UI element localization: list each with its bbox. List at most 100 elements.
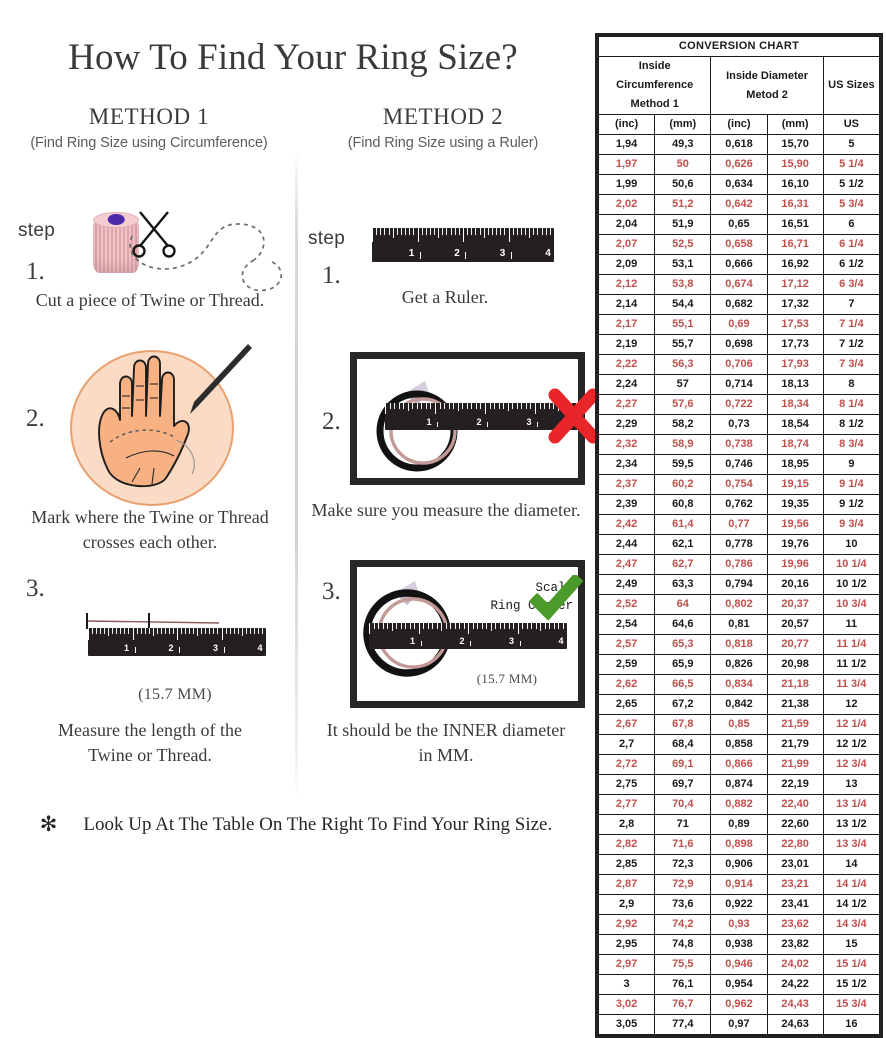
cell-c-mm2: 20,57 (766, 614, 824, 635)
ruler-tick (521, 403, 523, 409)
ruler-tick (423, 623, 424, 629)
cell-c-inc1: 2,87 (597, 874, 656, 895)
ruler-tick (168, 628, 170, 635)
ruler-separator (487, 421, 488, 428)
cell-c-mm1: 58,2 (654, 414, 712, 435)
ruler-tick (409, 228, 411, 236)
cell-c-mm1: 51,2 (654, 194, 712, 215)
cell-c-mm2: 16,51 (766, 214, 824, 235)
ruler-tick (450, 623, 451, 629)
ruler-tick (213, 628, 215, 635)
cell-c-inc1: 2,85 (597, 854, 656, 875)
ruler-tick (489, 403, 491, 409)
cell-c-mm1: 60,2 (654, 474, 712, 495)
ruler-separator (510, 251, 512, 259)
cell-c-inc2: 0,898 (710, 834, 768, 855)
cell-c-inc2: 0,65 (710, 214, 768, 235)
col-header-inc2: (inc) (710, 114, 768, 135)
ruler-tick (535, 403, 536, 415)
cell-c-inc2: 0,866 (710, 754, 768, 775)
cell-c-inc2: 0,77 (710, 514, 768, 535)
table-head: CONVERSION CHART Inside Circumference Me… (597, 36, 881, 135)
m1-ruler-icon: 1 2 3 4 (88, 628, 266, 656)
cell-c-inc2: 0,786 (710, 554, 768, 575)
ruler-tick (132, 628, 134, 640)
cell-c-mm1: 71 (654, 814, 712, 835)
page-title: How To Find Your Ring Size? (68, 37, 518, 78)
ruler-tick (384, 228, 386, 236)
cell-c-mm1: 50 (654, 154, 712, 175)
m2-step3-caption-text: It should be the INNER diameter in MM. (326, 720, 566, 765)
footnote-text: Look Up At The Table On The Right To Fin… (83, 814, 553, 835)
ruler-tick (140, 628, 142, 635)
ruler-tick (172, 628, 174, 635)
cell-c-inc1: 2,12 (597, 274, 656, 295)
cell-c-inc2: 0,874 (710, 774, 768, 795)
ruler-tick (562, 623, 564, 629)
m2-step3-number: 3. (322, 578, 341, 605)
cell-c-mm2: 17,32 (766, 294, 824, 315)
cell-c-inc2: 0,794 (710, 574, 768, 595)
cell-c-us: 8 3/4 (822, 434, 881, 455)
ruler-tick (504, 623, 505, 629)
footnote: ✻ Look Up At The Table On The Right To Fi… (0, 812, 592, 837)
ruler-tick (453, 403, 455, 409)
ruler-tick (120, 628, 122, 635)
ruler-tick (380, 228, 382, 236)
ruler-tick (463, 623, 465, 629)
ruler-tick (526, 623, 528, 629)
m2-step2-number: 2. (322, 408, 341, 435)
cell-c-mm1: 65,9 (654, 654, 712, 675)
ruler-tick (529, 228, 531, 239)
cell-c-inc2: 0,962 (710, 994, 768, 1015)
cell-c-mm2: 21,79 (766, 734, 824, 755)
cell-c-inc1: 1,99 (597, 174, 656, 195)
ruler-tick (148, 628, 150, 635)
cell-c-mm1: 53,1 (654, 254, 712, 275)
cell-c-mm1: 58,9 (654, 434, 712, 455)
ruler-tick (156, 628, 158, 635)
unit-header-row: (inc) (mm) (inc) (mm) US (597, 114, 881, 135)
cell-c-mm2: 24,02 (766, 954, 824, 975)
measured-thread-icon (86, 613, 220, 629)
table-row: 1,99 50,6 0,634 16,10 5 1/2 (597, 174, 881, 195)
ruler-number: 2 (454, 247, 460, 259)
col-header-us: US (822, 114, 881, 135)
cell-c-mm1: 57,6 (654, 394, 712, 415)
ruler-tick (409, 623, 411, 629)
m1-step3-number: 3. (26, 575, 45, 602)
cell-c-us: 15 3/4 (822, 994, 881, 1015)
ruler-tick (400, 228, 402, 236)
cell-c-us: 9 (822, 454, 881, 475)
cell-c-inc1: 3,05 (597, 1014, 656, 1035)
ruler-tick (495, 623, 496, 629)
ruler-tick (503, 403, 505, 409)
ruler-tick (407, 403, 409, 412)
cell-c-us: 14 1/2 (822, 894, 881, 915)
cell-c-inc1: 2,17 (597, 314, 656, 335)
cell-c-inc2: 0,914 (710, 874, 768, 895)
cell-c-inc1: 2,9 (597, 894, 656, 915)
ruler-tick (425, 228, 427, 236)
hand-with-pen-icon (70, 344, 252, 506)
cell-c-us: 13 1/4 (822, 794, 881, 815)
ruler-tick (209, 628, 211, 635)
ruler-tick (233, 628, 235, 635)
ruler-tick (181, 628, 183, 635)
cell-c-inc1: 2,65 (597, 694, 656, 715)
cell-c-us: 16 (822, 1014, 881, 1035)
ruler-tick (405, 228, 407, 236)
ruler-tick (472, 623, 474, 629)
cell-c-us: 11 1/4 (822, 634, 881, 655)
cell-c-mm2: 20,37 (766, 594, 824, 615)
ruler-tick (436, 623, 438, 629)
ruler-tick (471, 228, 473, 236)
ruler-number: 1 (408, 247, 415, 259)
ruler-tick (549, 228, 551, 236)
cell-c-us: 7 1/2 (822, 334, 881, 355)
cell-c-mm2: 22,80 (766, 834, 824, 855)
ruler-tick (485, 403, 486, 415)
ruler-tick (136, 628, 138, 635)
ruler-tick (531, 623, 532, 629)
ruler-tick (405, 623, 406, 629)
